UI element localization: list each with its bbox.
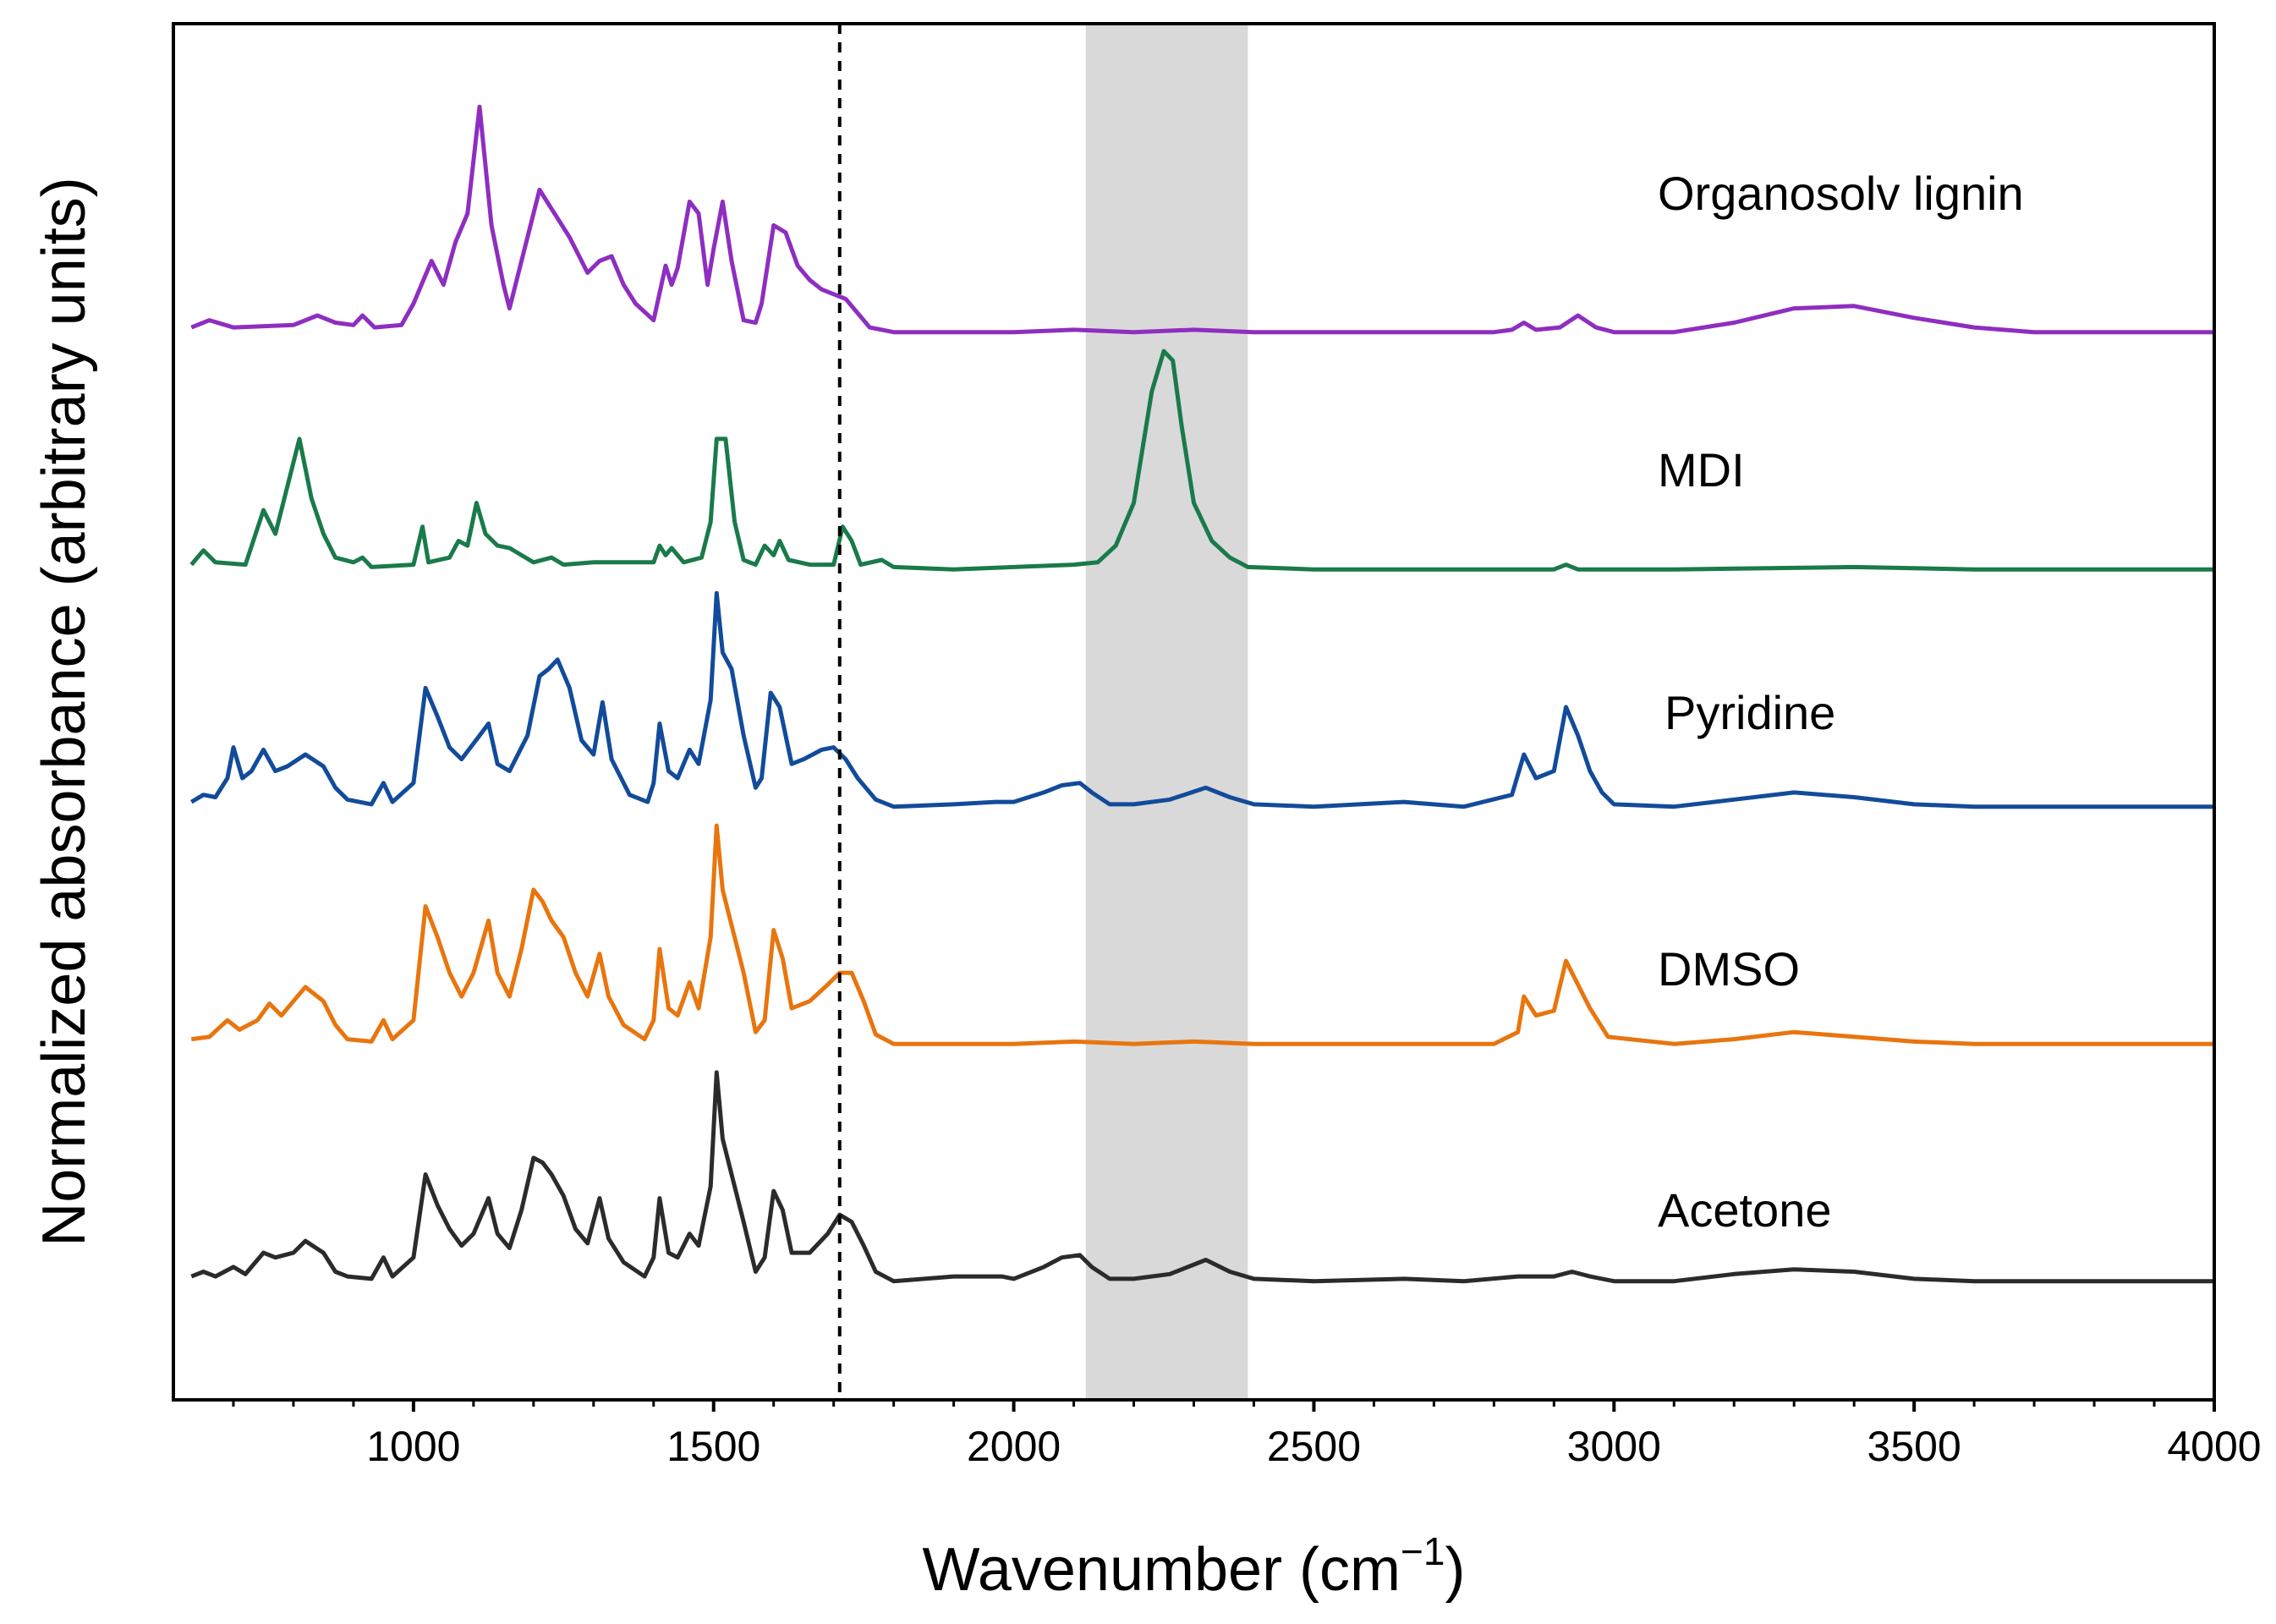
series-label-mdi: MDI <box>1658 443 1745 497</box>
series-labels: Organosolv lignin MDI Pyridine DMSO Acetone <box>1658 167 2024 1237</box>
y-axis-title: Normalized absorbance (arbitrary units) <box>30 177 98 1247</box>
x-axis-title-text: Wavenumber (cm <box>923 1536 1401 1604</box>
x-axis-ticks: 1000 1500 2000 2500 3000 3500 4000 <box>232 1400 2262 1470</box>
series-line-dmso <box>190 823 2214 1046</box>
x-tick-label: 1000 <box>366 1423 460 1470</box>
x-axis-title-exponent: −1 <box>1401 1529 1445 1573</box>
x-tick-label: 2000 <box>967 1423 1061 1470</box>
x-tick-label: 3000 <box>1567 1423 1661 1470</box>
series-label-pyridine: Pyridine <box>1664 686 1835 739</box>
x-tick-label: 1500 <box>666 1423 760 1470</box>
shaded-region <box>1085 24 1248 1400</box>
series-label-acetone: Acetone <box>1658 1183 1832 1237</box>
x-tick-label: 3500 <box>1867 1423 1961 1470</box>
series-line-organosolv-lignin <box>190 104 2214 335</box>
series-group <box>189 104 2214 1284</box>
series-line-acetone <box>190 1070 2214 1284</box>
series-line-mdi <box>189 348 2214 572</box>
series-label-dmso: DMSO <box>1658 942 1800 996</box>
series-label-organosolv-lignin: Organosolv lignin <box>1658 167 2024 220</box>
x-axis-title-close: ) <box>1445 1536 1465 1604</box>
x-tick-label: 4000 <box>2167 1423 2261 1470</box>
series-line-pyridine <box>190 590 2214 809</box>
x-tick-label: 2500 <box>1267 1423 1361 1470</box>
x-axis-title: Wavenumber (cm−1) <box>923 1529 1466 1604</box>
